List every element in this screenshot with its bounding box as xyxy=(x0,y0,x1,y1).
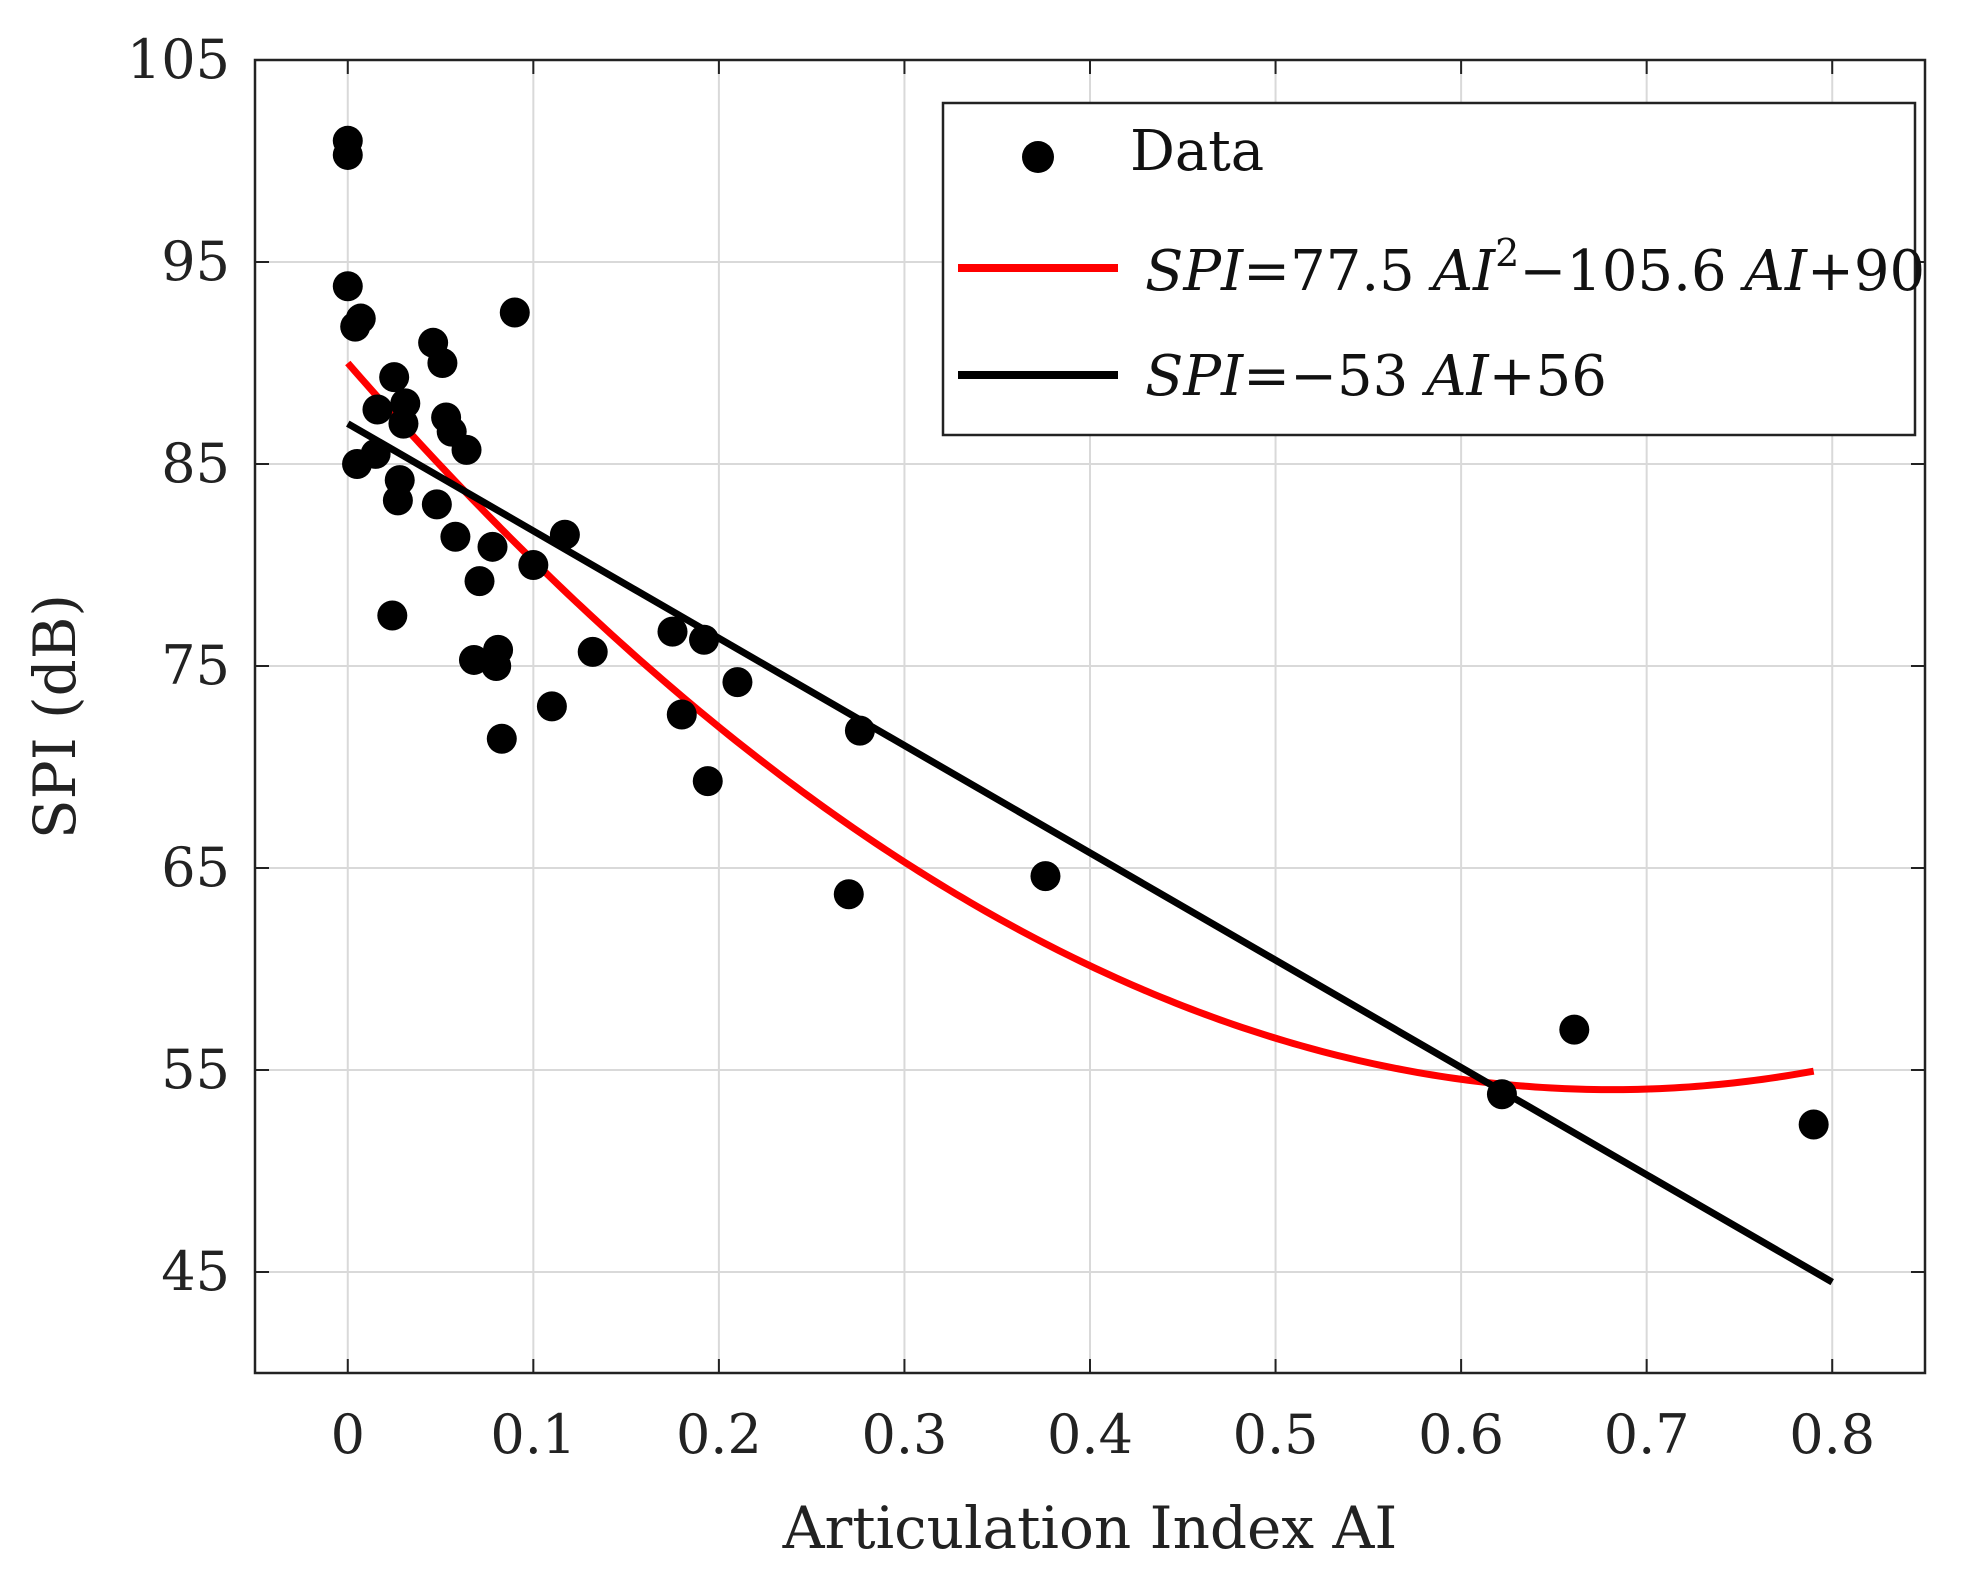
data-point xyxy=(549,519,580,550)
y-tick-label: 65 xyxy=(161,836,230,899)
x-tick-label: 0.5 xyxy=(1233,1403,1319,1466)
legend-lin-spi: SPI xyxy=(1145,344,1245,409)
plot-frame xyxy=(253,58,1927,1375)
legend-lin-ai: AI xyxy=(1421,344,1490,409)
x-tick-label: 0.4 xyxy=(1047,1403,1133,1466)
data-point xyxy=(1030,861,1061,892)
data-point xyxy=(362,394,393,425)
data-point xyxy=(666,699,697,730)
data-point xyxy=(657,616,688,647)
data-point xyxy=(384,465,415,496)
data-point xyxy=(692,766,723,797)
series-layer xyxy=(332,125,1834,1286)
data-point xyxy=(499,297,530,328)
x-tick-label: 0.2 xyxy=(676,1403,762,1466)
tick-labels: 0 0.1 0.2 0.3 0.4 0.5 0.6 0.7 0.8 45 55 65 75 85 95 105 xyxy=(127,28,1875,1466)
legend-data-marker xyxy=(1022,141,1054,173)
y-tick-label: 95 xyxy=(161,230,230,293)
data-point xyxy=(1798,1109,1829,1140)
data-point xyxy=(722,667,753,698)
legend-lin-intercept: +56 xyxy=(1489,344,1607,409)
x-tick-label: 0.3 xyxy=(861,1403,947,1466)
x-tick-label: 0 xyxy=(331,1403,365,1466)
y-axis-label: SPI (dB) xyxy=(21,594,89,839)
quadratic-fit-curve xyxy=(345,360,1815,1094)
data-point xyxy=(332,271,363,302)
y-tick-label: 85 xyxy=(161,432,230,495)
legend-quad-coef-c: +90 xyxy=(1807,239,1925,304)
data-point xyxy=(536,691,567,722)
legend-quad-ai-2: AI xyxy=(1739,239,1808,304)
data-point xyxy=(477,531,508,562)
y-tick-label: 105 xyxy=(127,28,230,91)
data-point xyxy=(427,348,458,378)
data-point xyxy=(486,723,517,754)
data-point xyxy=(451,434,482,465)
data-point xyxy=(1486,1079,1517,1110)
x-axis-label: Articulation Index AI xyxy=(782,1494,1398,1562)
data-point xyxy=(390,388,421,419)
x-tick-label: 0.7 xyxy=(1604,1403,1690,1466)
legend-quadratic-label: SPI=77.5 AI2−105.6 AI+90 xyxy=(1145,231,1925,304)
y-tick-label: 75 xyxy=(161,634,230,697)
legend-quad-ai-1: AI xyxy=(1428,239,1497,304)
data-point xyxy=(483,634,514,665)
data-point xyxy=(518,550,549,580)
y-tick-label: 45 xyxy=(161,1240,230,1303)
legend-linear-label: SPI=−53 AI+56 xyxy=(1145,344,1607,409)
data-point xyxy=(332,139,363,170)
data-point xyxy=(377,600,408,631)
data-point xyxy=(464,566,495,597)
x-tick-label: 0.1 xyxy=(490,1403,576,1466)
y-tick-label: 55 xyxy=(161,1038,230,1101)
data-point xyxy=(379,362,410,393)
legend-quad-coef-a: =77.5 xyxy=(1243,239,1432,304)
legend-lin-slope: =−53 xyxy=(1243,344,1426,409)
legend: Data SPI=77.5 AI2−105.6 AI+90 SPI=−53 AI… xyxy=(941,101,1925,437)
data-point xyxy=(1559,1014,1590,1045)
legend-quad-coef-b: −105.6 xyxy=(1519,239,1744,304)
data-point xyxy=(833,879,864,910)
data-point xyxy=(360,438,391,469)
data-point xyxy=(345,303,376,334)
data-point xyxy=(577,636,608,667)
data-point xyxy=(421,489,452,520)
x-tick-label: 0.8 xyxy=(1789,1403,1875,1466)
linear-fit-line xyxy=(346,420,1834,1286)
data-point xyxy=(844,715,875,746)
x-tick-label: 0.6 xyxy=(1418,1403,1504,1466)
data-point xyxy=(440,521,471,552)
data-point xyxy=(689,624,720,655)
legend-data-label: Data xyxy=(1130,119,1264,184)
legend-quad-superscript: 2 xyxy=(1495,231,1519,275)
legend-quad-spi: SPI xyxy=(1145,239,1245,304)
